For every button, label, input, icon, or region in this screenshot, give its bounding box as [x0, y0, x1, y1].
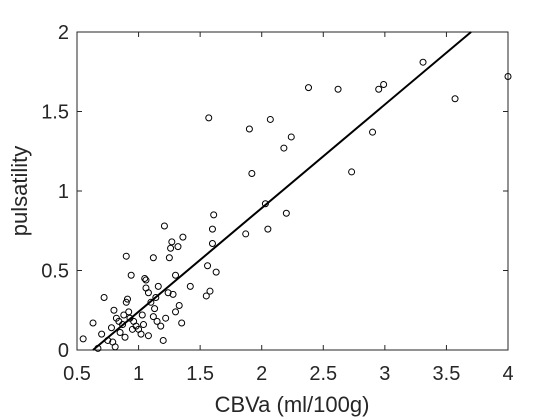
data-point	[172, 271, 180, 279]
data-point	[206, 287, 214, 295]
x-tick-label: 0.5	[63, 363, 91, 385]
data-point	[98, 330, 106, 338]
y-axis-label: pulsatility	[7, 146, 32, 236]
data-point	[142, 276, 150, 284]
data-point	[334, 85, 342, 93]
x-tick-label: 2	[256, 363, 267, 385]
data-point	[149, 313, 157, 321]
data-point	[282, 209, 290, 217]
data-point	[348, 168, 356, 176]
data-point	[419, 58, 427, 66]
x-tick-label: 1.5	[186, 363, 214, 385]
y-tick-label: 2	[58, 22, 69, 44]
data-points	[79, 58, 512, 352]
data-point	[149, 254, 157, 262]
data-point	[159, 336, 167, 344]
data-point	[264, 225, 272, 233]
data-point	[205, 114, 213, 122]
data-point	[152, 294, 160, 302]
data-point	[157, 322, 165, 330]
data-point	[123, 295, 131, 303]
data-point	[174, 243, 182, 251]
y-tick-label: 0.5	[41, 261, 69, 283]
x-axis-label: CBVa (ml/100g)	[215, 392, 370, 417]
data-point	[89, 319, 97, 327]
data-point	[280, 144, 288, 152]
data-point	[160, 222, 168, 230]
data-point	[186, 282, 194, 290]
data-point	[119, 321, 127, 329]
data-point	[110, 306, 118, 314]
fit-line	[92, 31, 472, 351]
data-point	[504, 73, 512, 81]
data-point	[167, 244, 175, 252]
x-tick-label: 4	[502, 363, 513, 385]
y-axis-ticks: 0 0.5 1 1.5 2	[41, 22, 508, 362]
data-point	[179, 233, 187, 241]
data-point	[380, 80, 388, 88]
data-point	[141, 274, 149, 282]
x-tick-label: 2.5	[309, 363, 337, 385]
data-point	[305, 84, 313, 92]
data-point	[138, 311, 146, 319]
data-point	[122, 298, 130, 306]
y-tick-label: 1	[58, 181, 69, 203]
data-point	[107, 324, 115, 332]
data-point	[202, 292, 210, 300]
x-tick-label: 1	[133, 363, 144, 385]
data-point	[139, 321, 147, 329]
data-point	[242, 230, 250, 238]
data-point	[287, 133, 295, 141]
data-point	[451, 95, 459, 103]
data-point	[125, 308, 133, 316]
data-point	[164, 289, 172, 297]
data-point	[210, 211, 218, 219]
data-point	[153, 317, 161, 325]
data-point	[144, 289, 152, 297]
x-tick-label: 3.5	[433, 363, 461, 385]
data-point	[168, 238, 176, 246]
data-point	[127, 271, 135, 279]
y-tick-label: 0	[58, 340, 69, 362]
data-point	[162, 314, 170, 322]
data-point	[172, 308, 180, 316]
plot-area	[76, 31, 509, 351]
data-point	[178, 319, 186, 327]
data-point	[137, 330, 145, 338]
data-point	[204, 262, 212, 270]
data-point	[169, 290, 177, 298]
data-point	[144, 332, 152, 340]
data-point	[369, 128, 377, 136]
data-point	[245, 125, 253, 133]
data-point	[375, 85, 383, 93]
data-point	[121, 333, 129, 341]
data-point	[120, 311, 128, 319]
data-point	[208, 225, 216, 233]
data-point	[212, 268, 220, 276]
data-point	[248, 170, 256, 178]
data-point	[154, 282, 162, 290]
data-point	[100, 294, 108, 302]
data-point	[165, 254, 173, 262]
data-point	[147, 298, 155, 306]
data-point	[266, 115, 274, 123]
data-point	[111, 343, 119, 351]
data-point	[151, 305, 159, 313]
y-tick-label: 1.5	[41, 102, 69, 124]
x-tick-label: 3	[379, 363, 390, 385]
x-axis-ticks: 0.5 1 1.5 2 2.5 3 3.5 4	[63, 32, 514, 385]
data-point	[79, 335, 87, 343]
data-point	[175, 301, 183, 309]
data-point	[208, 239, 216, 247]
data-point	[122, 252, 130, 260]
data-point	[116, 329, 124, 337]
